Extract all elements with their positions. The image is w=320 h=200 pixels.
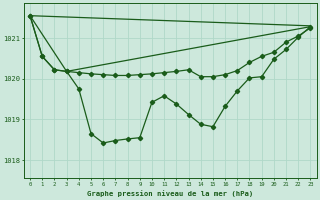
X-axis label: Graphe pression niveau de la mer (hPa): Graphe pression niveau de la mer (hPa)	[87, 190, 253, 197]
